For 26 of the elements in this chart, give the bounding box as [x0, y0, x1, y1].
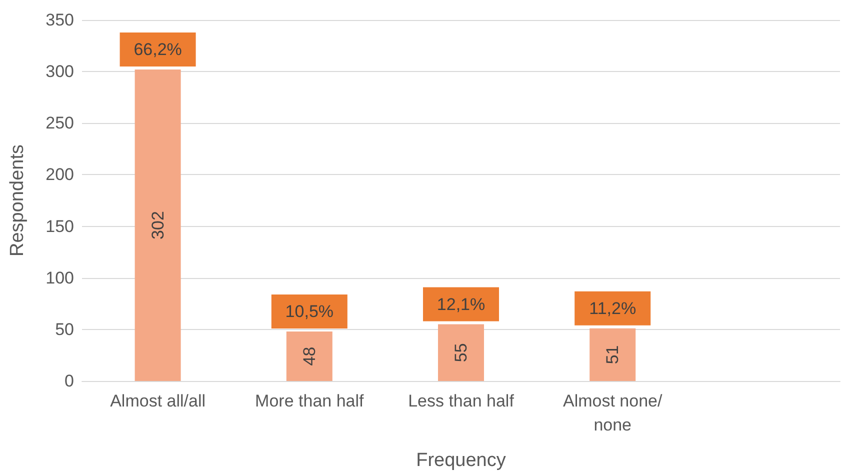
- y-tick-label: 350: [46, 10, 74, 30]
- bar: [286, 331, 332, 381]
- data-label: 51: [603, 345, 622, 364]
- y-axis-title: Respondents: [7, 144, 28, 256]
- data-label: 55: [452, 343, 470, 362]
- x-tick-label: Almost none/none: [562, 392, 662, 434]
- data-label: 48: [300, 346, 319, 366]
- y-tick-label: 150: [46, 216, 74, 236]
- bar: [590, 328, 636, 381]
- annotation: 10,5%: [285, 302, 334, 321]
- annotation: 12,1%: [436, 294, 486, 314]
- x-axis-title: Frequency: [416, 450, 506, 471]
- x-tick-label: More than half: [255, 392, 364, 410]
- x-tick-label: Less than half: [408, 392, 514, 410]
- y-tick-label: 250: [46, 114, 74, 133]
- bar: [134, 70, 181, 381]
- annotation: 66,2%: [134, 40, 182, 60]
- y-tick-label: 50: [55, 320, 74, 339]
- y-tick-label: 200: [46, 165, 74, 184]
- annotation: 11,2%: [589, 298, 636, 318]
- x-tick-label: Almost all/all: [110, 392, 206, 410]
- data-label: 302: [148, 211, 168, 240]
- bar: [438, 324, 484, 381]
- y-tick-label: 100: [46, 268, 74, 288]
- y-tick-label: 300: [46, 62, 74, 82]
- y-tick-label: 0: [64, 372, 74, 390]
